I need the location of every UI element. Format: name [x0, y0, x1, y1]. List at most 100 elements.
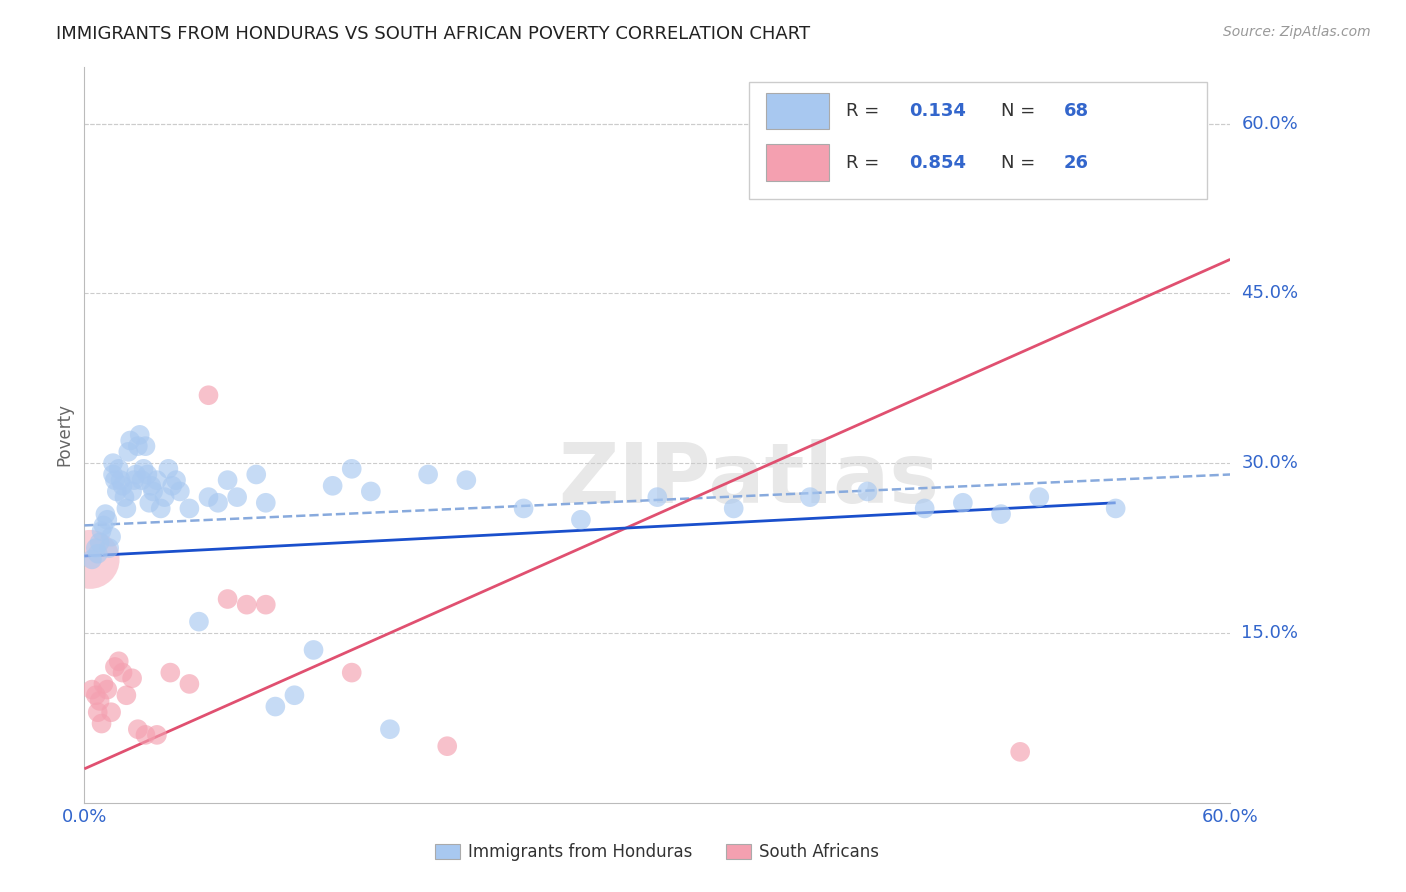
Point: [952, 496, 974, 510]
Point: [1028, 490, 1050, 504]
Point: [264, 699, 287, 714]
Text: 45.0%: 45.0%: [1241, 285, 1299, 302]
Point: [134, 728, 156, 742]
Point: [115, 501, 138, 516]
Point: [914, 501, 936, 516]
Point: [153, 490, 176, 504]
Point: [723, 501, 745, 516]
Point: [89, 694, 111, 708]
Point: [93, 518, 115, 533]
Point: [188, 615, 211, 629]
Point: [122, 473, 145, 487]
Point: [340, 665, 363, 680]
Legend: Immigrants from Honduras, South Africans: Immigrants from Honduras, South Africans: [429, 837, 886, 868]
Point: [146, 728, 169, 742]
Point: [160, 479, 183, 493]
Point: [179, 677, 201, 691]
Point: [111, 665, 134, 680]
Point: [101, 456, 124, 470]
Point: [165, 473, 187, 487]
Point: [761, 178, 783, 193]
Point: [378, 723, 401, 737]
Point: [110, 473, 132, 487]
Point: [80, 552, 103, 566]
Point: [1105, 501, 1128, 516]
Point: [254, 598, 277, 612]
Text: 60.0%: 60.0%: [1241, 114, 1298, 133]
Point: [125, 467, 148, 482]
Point: [235, 598, 257, 612]
FancyBboxPatch shape: [766, 93, 830, 129]
Text: 0.134: 0.134: [910, 102, 966, 120]
Point: [340, 462, 363, 476]
Point: [90, 716, 112, 731]
Text: ZIPatlas: ZIPatlas: [558, 439, 939, 519]
Point: [647, 490, 669, 504]
Point: [302, 643, 325, 657]
Point: [217, 473, 239, 487]
Point: [146, 473, 169, 487]
Point: [226, 490, 249, 504]
Point: [138, 496, 160, 510]
Point: [104, 660, 127, 674]
Point: [217, 592, 239, 607]
Point: [456, 473, 478, 487]
Point: [436, 739, 458, 754]
Point: [84, 541, 107, 555]
Point: [94, 507, 117, 521]
Text: 26: 26: [1064, 153, 1090, 171]
Point: [134, 439, 156, 453]
Text: IMMIGRANTS FROM HONDURAS VS SOUTH AFRICAN POVERTY CORRELATION CHART: IMMIGRANTS FROM HONDURAS VS SOUTH AFRICA…: [56, 25, 810, 43]
Point: [90, 524, 112, 538]
Point: [283, 688, 305, 702]
Point: [1010, 745, 1032, 759]
Point: [142, 484, 165, 499]
Point: [128, 427, 150, 442]
Point: [141, 479, 163, 493]
Point: [104, 473, 127, 487]
Point: [101, 467, 124, 482]
Point: [569, 513, 592, 527]
Point: [254, 496, 277, 510]
Text: 15.0%: 15.0%: [1241, 624, 1298, 642]
Point: [322, 479, 344, 493]
Point: [245, 467, 267, 482]
Point: [107, 654, 129, 668]
Point: [120, 434, 142, 448]
Point: [87, 705, 110, 719]
FancyBboxPatch shape: [749, 81, 1208, 200]
Point: [121, 484, 143, 499]
Point: [179, 501, 201, 516]
Text: N =: N =: [1001, 102, 1040, 120]
Point: [100, 705, 122, 719]
Y-axis label: Poverty: Poverty: [55, 403, 73, 467]
Point: [117, 445, 139, 459]
Point: [512, 501, 534, 516]
Point: [114, 490, 136, 504]
Point: [207, 496, 229, 510]
Point: [197, 388, 219, 402]
Text: 30.0%: 30.0%: [1241, 454, 1298, 472]
Text: N =: N =: [1001, 153, 1040, 171]
Text: Source: ZipAtlas.com: Source: ZipAtlas.com: [1223, 25, 1371, 39]
Text: 68: 68: [1064, 102, 1090, 120]
Point: [87, 547, 110, 561]
Point: [990, 507, 1012, 521]
Point: [96, 682, 118, 697]
Point: [89, 535, 111, 549]
Point: [159, 665, 181, 680]
Point: [360, 484, 382, 499]
Point: [157, 462, 180, 476]
Point: [111, 479, 134, 493]
Point: [80, 682, 103, 697]
Point: [107, 462, 129, 476]
Point: [84, 688, 107, 702]
Point: [121, 671, 143, 685]
Point: [100, 530, 122, 544]
FancyBboxPatch shape: [766, 145, 830, 181]
Point: [79, 552, 101, 566]
Point: [149, 501, 172, 516]
Point: [418, 467, 440, 482]
Point: [96, 513, 118, 527]
Point: [136, 467, 159, 482]
